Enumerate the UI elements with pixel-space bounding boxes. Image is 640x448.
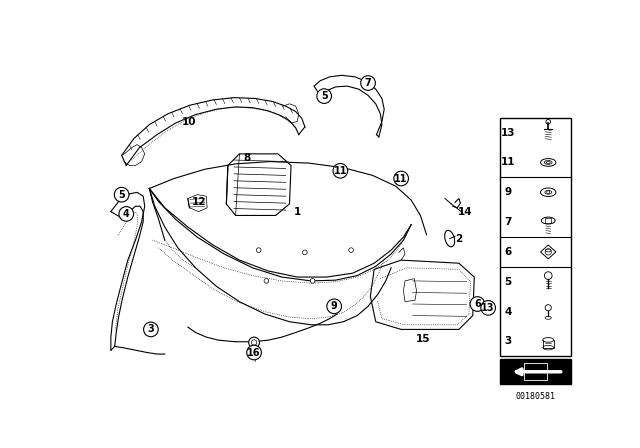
Circle shape [143, 322, 158, 337]
Text: 1: 1 [294, 207, 301, 217]
Circle shape [481, 301, 495, 315]
Circle shape [247, 345, 261, 360]
Circle shape [249, 337, 259, 348]
Text: 7: 7 [504, 217, 512, 227]
Text: 15: 15 [415, 334, 430, 344]
Text: 9: 9 [504, 187, 512, 197]
Text: 11: 11 [394, 173, 408, 184]
Text: 9: 9 [331, 302, 337, 311]
Text: 4: 4 [504, 306, 512, 317]
Circle shape [119, 207, 134, 221]
Circle shape [361, 76, 375, 90]
Text: 3: 3 [148, 324, 154, 334]
Bar [524, 363, 547, 380]
Text: 7: 7 [365, 78, 371, 88]
Text: 10: 10 [182, 116, 196, 126]
Bar [500, 118, 572, 356]
Text: 5: 5 [118, 190, 125, 200]
Text: 5: 5 [321, 91, 328, 101]
Circle shape [252, 340, 257, 345]
Text: 11: 11 [333, 166, 347, 176]
Circle shape [317, 89, 332, 103]
Text: |: | [253, 355, 255, 362]
Text: 13: 13 [501, 128, 515, 138]
Text: 12: 12 [191, 197, 206, 207]
Text: 6: 6 [474, 299, 481, 309]
Circle shape [264, 279, 269, 283]
Circle shape [310, 279, 315, 283]
Circle shape [333, 164, 348, 178]
Circle shape [257, 248, 261, 252]
Text: 3: 3 [504, 336, 512, 346]
Text: 4: 4 [123, 209, 130, 219]
Text: 14: 14 [458, 207, 472, 217]
Circle shape [327, 299, 342, 314]
Text: 16: 16 [247, 348, 261, 358]
Bar [545, 218, 551, 223]
Text: 13: 13 [481, 303, 495, 313]
Text: 6: 6 [504, 247, 512, 257]
Text: 2: 2 [455, 233, 463, 244]
Text: 8: 8 [244, 153, 251, 163]
Text: 00180581: 00180581 [516, 392, 556, 401]
Circle shape [303, 250, 307, 255]
Circle shape [394, 171, 408, 186]
Circle shape [349, 248, 353, 252]
Text: 5: 5 [504, 277, 512, 287]
Bar [500, 359, 572, 384]
Circle shape [470, 297, 484, 311]
Circle shape [115, 187, 129, 202]
Text: 11: 11 [501, 157, 515, 168]
